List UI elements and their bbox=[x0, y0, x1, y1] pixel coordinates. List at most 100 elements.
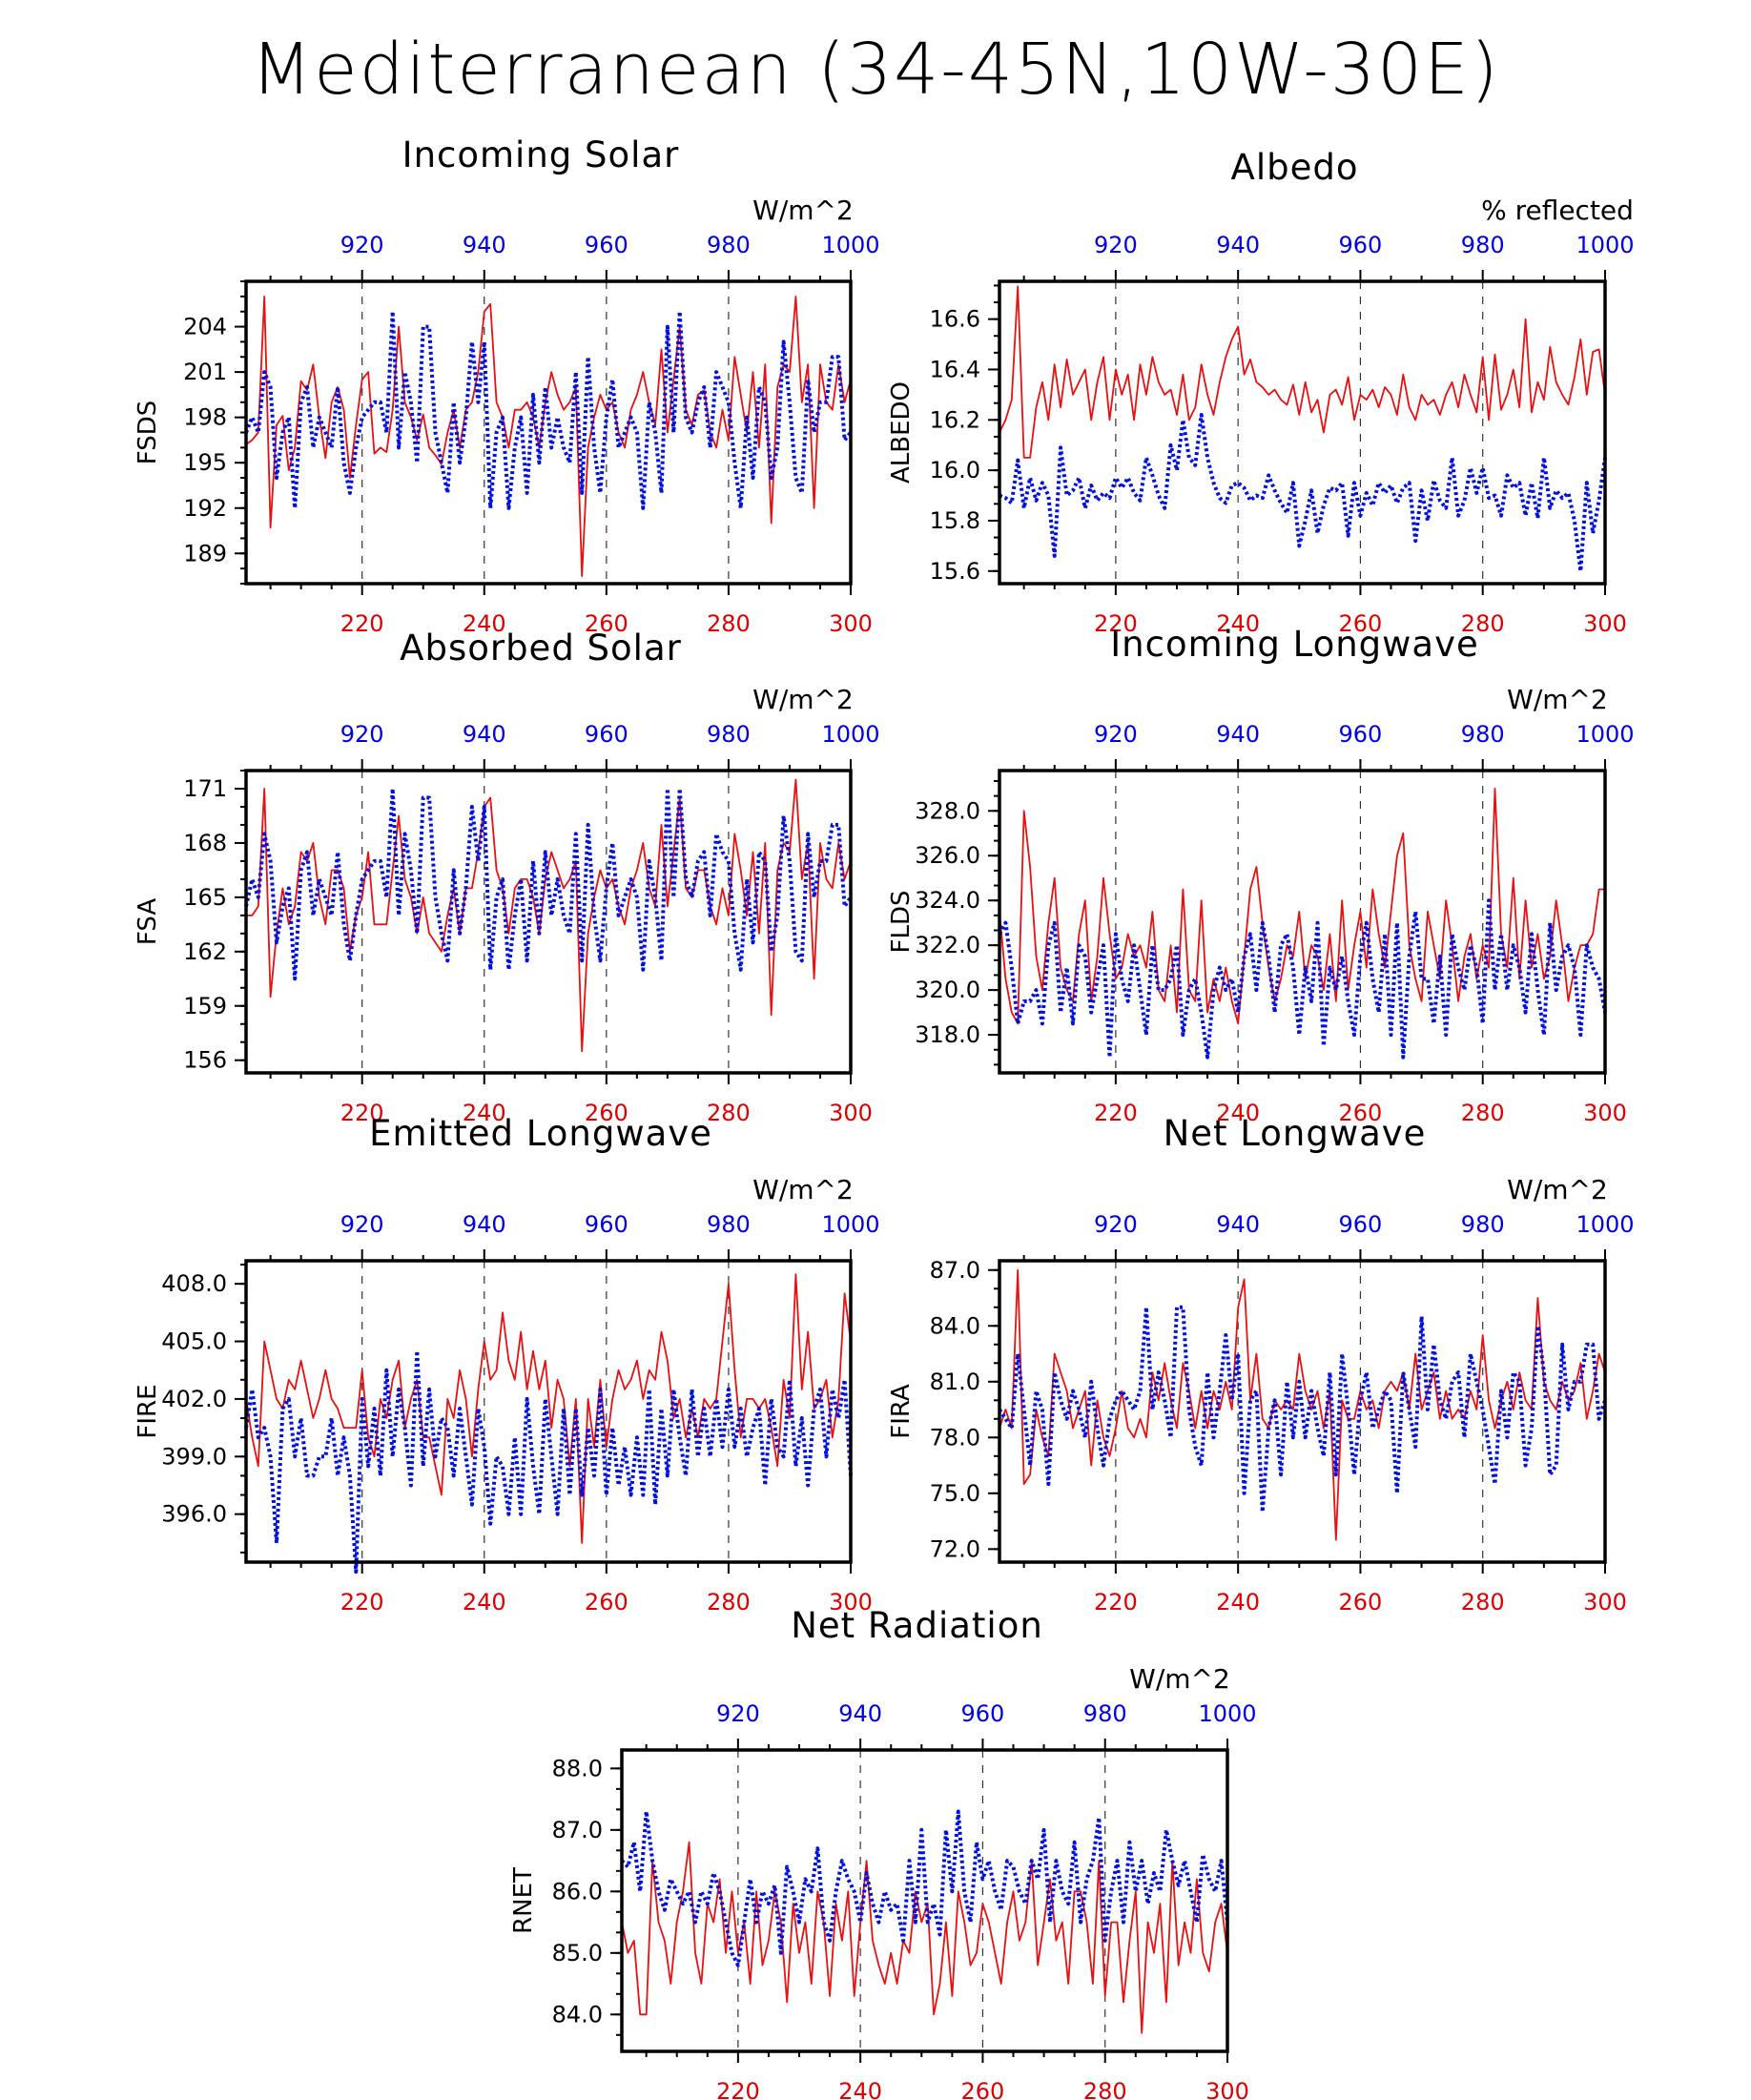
x-top-tick-label: 980 bbox=[1461, 232, 1505, 258]
y-tick-label: 198 bbox=[183, 404, 227, 431]
y-tick-label: 396.0 bbox=[161, 1501, 227, 1528]
x-top-tick-label: 1000 bbox=[1576, 232, 1634, 258]
y-tick-label: 156 bbox=[183, 1047, 227, 1074]
x-bottom-tick-label: 260 bbox=[585, 1589, 628, 1616]
unit-label: W/m^2 bbox=[1129, 1663, 1230, 1695]
y-tick-label: 320.0 bbox=[915, 977, 980, 1003]
x-bottom-tick-label: 260 bbox=[1339, 610, 1383, 637]
series-line-blue bbox=[999, 413, 1607, 573]
x-top-tick-label: 920 bbox=[340, 232, 384, 258]
y-axis-label: FIRA bbox=[887, 1384, 916, 1439]
y-axis-label: FSA bbox=[134, 898, 162, 945]
x-top-tick-label: 920 bbox=[1094, 232, 1138, 258]
y-tick-label: 16.6 bbox=[930, 306, 980, 333]
x-bottom-tick-label: 240 bbox=[463, 1589, 506, 1616]
x-bottom-tick-label: 260 bbox=[585, 610, 628, 637]
x-top-tick-label: 960 bbox=[585, 1211, 628, 1238]
x-bottom-tick-label: 240 bbox=[838, 2078, 882, 2100]
y-tick-label: 16.4 bbox=[930, 356, 980, 382]
x-bottom-tick-label: 220 bbox=[340, 610, 384, 637]
x-bottom-tick-label: 240 bbox=[463, 1100, 506, 1126]
series-line-blue bbox=[998, 1305, 1607, 1514]
y-tick-label: 86.0 bbox=[552, 1878, 603, 1904]
x-top-tick-label: 1000 bbox=[1576, 721, 1634, 748]
x-top-tick-label: 1000 bbox=[821, 232, 879, 258]
y-tick-label: 87.0 bbox=[552, 1817, 603, 1843]
x-bottom-tick-label: 300 bbox=[1205, 2078, 1249, 2100]
y-tick-label: 159 bbox=[183, 993, 227, 1019]
x-bottom-tick-label: 220 bbox=[1094, 610, 1138, 637]
x-top-tick-label: 1000 bbox=[1576, 1211, 1634, 1238]
x-bottom-tick-label: 300 bbox=[829, 610, 873, 637]
y-tick-label: 195 bbox=[183, 449, 227, 476]
x-bottom-tick-label: 300 bbox=[1583, 610, 1627, 637]
y-tick-label: 399.0 bbox=[161, 1443, 227, 1470]
y-tick-label: 408.0 bbox=[161, 1270, 227, 1297]
y-tick-label: 84.0 bbox=[552, 2001, 603, 2028]
x-bottom-tick-label: 220 bbox=[340, 1589, 384, 1616]
y-tick-label: 72.0 bbox=[930, 1535, 980, 1562]
y-axis-label: RNET bbox=[509, 1867, 538, 1934]
x-top-tick-label: 980 bbox=[707, 721, 751, 748]
x-top-tick-label: 940 bbox=[463, 1211, 506, 1238]
y-tick-label: 15.6 bbox=[930, 558, 980, 585]
y-tick-label: 204 bbox=[183, 314, 227, 340]
x-top-tick-label: 920 bbox=[1094, 721, 1138, 748]
panel-title: Absorbed Solar bbox=[400, 628, 682, 669]
y-tick-label: 318.0 bbox=[915, 1021, 980, 1048]
unit-label: W/m^2 bbox=[752, 1174, 854, 1205]
plot-frame bbox=[244, 1259, 853, 1564]
unit-label: W/m^2 bbox=[752, 684, 854, 715]
x-top-tick-label: 980 bbox=[1461, 721, 1505, 748]
page-title: Mediterranean (34-45N,10W-30E) bbox=[251, 29, 1500, 111]
unit-label: W/m^2 bbox=[752, 195, 854, 226]
x-bottom-tick-label: 220 bbox=[1094, 1589, 1138, 1616]
series-line-blue bbox=[998, 898, 1607, 1060]
y-tick-label: 328.0 bbox=[915, 797, 980, 824]
x-top-tick-label: 920 bbox=[716, 1700, 760, 1727]
panel-title: Incoming Longwave bbox=[1110, 624, 1479, 665]
y-tick-label: 322.0 bbox=[915, 932, 980, 958]
x-top-tick-label: 940 bbox=[838, 1700, 882, 1727]
x-top-tick-label: 960 bbox=[961, 1700, 1005, 1727]
series-line-red bbox=[999, 285, 1606, 459]
plot-frame bbox=[998, 1259, 1607, 1564]
panel-title: Net Longwave bbox=[1164, 1113, 1427, 1154]
x-top-tick-label: 960 bbox=[1339, 721, 1383, 748]
y-axis-label: FLDS bbox=[887, 891, 916, 954]
y-tick-label: 326.0 bbox=[915, 842, 980, 869]
plot-frame bbox=[998, 279, 1607, 586]
x-bottom-tick-label: 300 bbox=[1583, 1589, 1627, 1616]
y-axis-label: FSDS bbox=[134, 401, 162, 465]
x-top-tick-label: 940 bbox=[463, 721, 506, 748]
series-line-red bbox=[999, 1268, 1606, 1541]
x-bottom-tick-label: 280 bbox=[1461, 1100, 1505, 1126]
x-bottom-tick-label: 220 bbox=[716, 2078, 760, 2100]
panel-title: Emitted Longwave bbox=[369, 1113, 712, 1154]
series-line-red bbox=[245, 1273, 852, 1544]
y-axis-label: ALBEDO bbox=[887, 381, 916, 484]
x-bottom-tick-label: 240 bbox=[1216, 1589, 1260, 1616]
panel-fsds: Incoming Solar W/m^2 FSDS 220 240 260 280 300 92… bbox=[134, 134, 880, 637]
series-line-red bbox=[246, 778, 852, 1053]
x-bottom-tick-label: 260 bbox=[1339, 1589, 1383, 1616]
x-bottom-tick-label: 260 bbox=[585, 1100, 628, 1126]
x-top-tick-label: 980 bbox=[707, 232, 751, 258]
panel-title: Incoming Solar bbox=[402, 134, 680, 175]
x-bottom-tick-label: 260 bbox=[1339, 1100, 1383, 1126]
x-top-tick-label: 960 bbox=[585, 232, 628, 258]
x-top-tick-label: 960 bbox=[1339, 1211, 1383, 1238]
x-bottom-tick-label: 280 bbox=[707, 610, 751, 637]
series-line-red bbox=[245, 295, 852, 577]
y-tick-label: 402.0 bbox=[161, 1386, 227, 1412]
y-axis-label: FIRE bbox=[134, 1384, 162, 1438]
y-tick-label: 87.0 bbox=[930, 1257, 980, 1284]
x-top-tick-label: 960 bbox=[1339, 232, 1383, 258]
x-bottom-tick-label: 300 bbox=[1583, 1100, 1627, 1126]
x-top-tick-label: 1000 bbox=[1198, 1700, 1256, 1727]
x-top-tick-label: 940 bbox=[463, 232, 506, 258]
x-top-tick-label: 940 bbox=[1216, 1211, 1260, 1238]
y-tick-label: 16.2 bbox=[930, 406, 980, 433]
panel-title: Net Radiation bbox=[791, 1605, 1043, 1646]
